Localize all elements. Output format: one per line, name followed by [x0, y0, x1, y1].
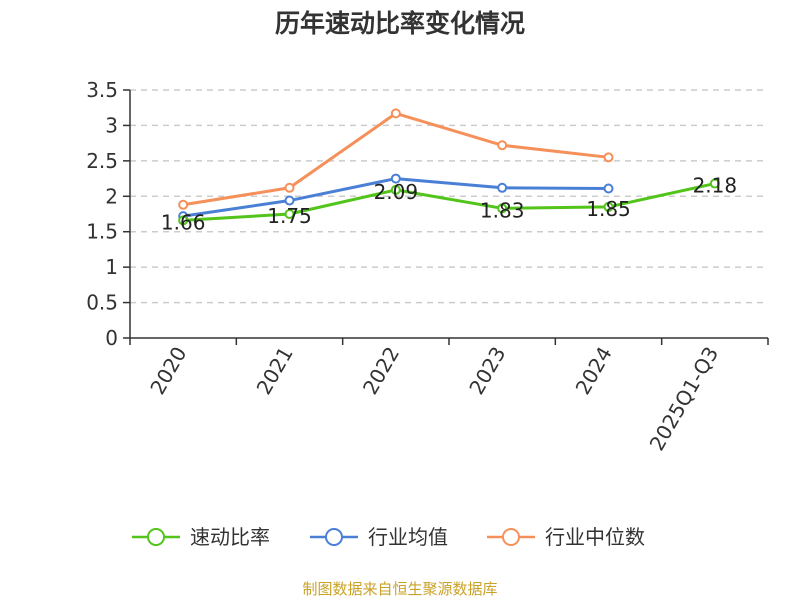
data-label: 1.83	[480, 198, 525, 222]
legend: 速动比率 行业均值 行业中位数	[132, 525, 645, 549]
y-tick-label: 1	[105, 255, 118, 279]
data-label: 2.18	[693, 174, 738, 198]
x-tick-label: 2023	[464, 342, 510, 398]
x-tick-label: 2020	[145, 343, 191, 399]
data-label: 2.09	[374, 180, 419, 204]
data-labels: 1.66 1.75 2.09 1.83 1.85 2.18	[161, 174, 737, 235]
series-line-0	[183, 182, 716, 222]
series-point-1	[284, 195, 295, 206]
x-tick-label: 2024	[571, 343, 617, 399]
axes: 0 0.5 1 1.5 2 2.5 3 3.5 2020 2021 2022 2023 2024 2025…	[86, 78, 769, 455]
series-point-0	[178, 215, 189, 226]
legend-label: 速动比率	[190, 525, 270, 549]
data-label: 1.85	[586, 197, 631, 221]
series-point-2	[497, 140, 508, 151]
y-tick-label: 3	[105, 113, 118, 137]
series-point-0	[603, 201, 614, 212]
series-point-2	[603, 152, 614, 163]
y-tick-label: 1.5	[86, 220, 118, 244]
series-point-0	[390, 184, 401, 195]
series-point-0	[497, 203, 508, 214]
legend-label: 行业中位数	[545, 525, 645, 549]
y-tick-label: 2	[105, 184, 118, 208]
source-note: 制图数据来自恒生聚源数据库	[302, 580, 497, 598]
grid-lines	[130, 89, 768, 304]
legend-marker	[502, 528, 520, 546]
x-tick-label: 2021	[252, 343, 298, 399]
series-point-2	[178, 199, 189, 210]
chart-title: 历年速动比率变化情况	[275, 9, 525, 38]
series-point-1	[497, 182, 508, 193]
series-point-1	[390, 173, 401, 184]
series-point-1	[603, 183, 614, 194]
x-tick-label: 2025Q1-Q3	[644, 343, 723, 455]
series-point-2	[284, 182, 295, 193]
x-tick-label: 2022	[358, 343, 404, 399]
legend-marker	[325, 528, 343, 546]
series-point-0	[284, 209, 295, 219]
data-label: 1.75	[267, 204, 312, 228]
series-point-2	[390, 108, 401, 119]
y-tick-label: 2.5	[86, 149, 118, 173]
legend-label: 行业均值	[368, 525, 448, 549]
y-tick-label: 0.5	[86, 291, 118, 315]
series-point-0	[709, 178, 720, 189]
legend-marker	[147, 528, 165, 546]
y-tick-label: 3.5	[86, 78, 118, 102]
data-label: 1.66	[161, 210, 206, 234]
series-group	[178, 108, 720, 226]
y-tick-label: 0	[105, 326, 118, 350]
